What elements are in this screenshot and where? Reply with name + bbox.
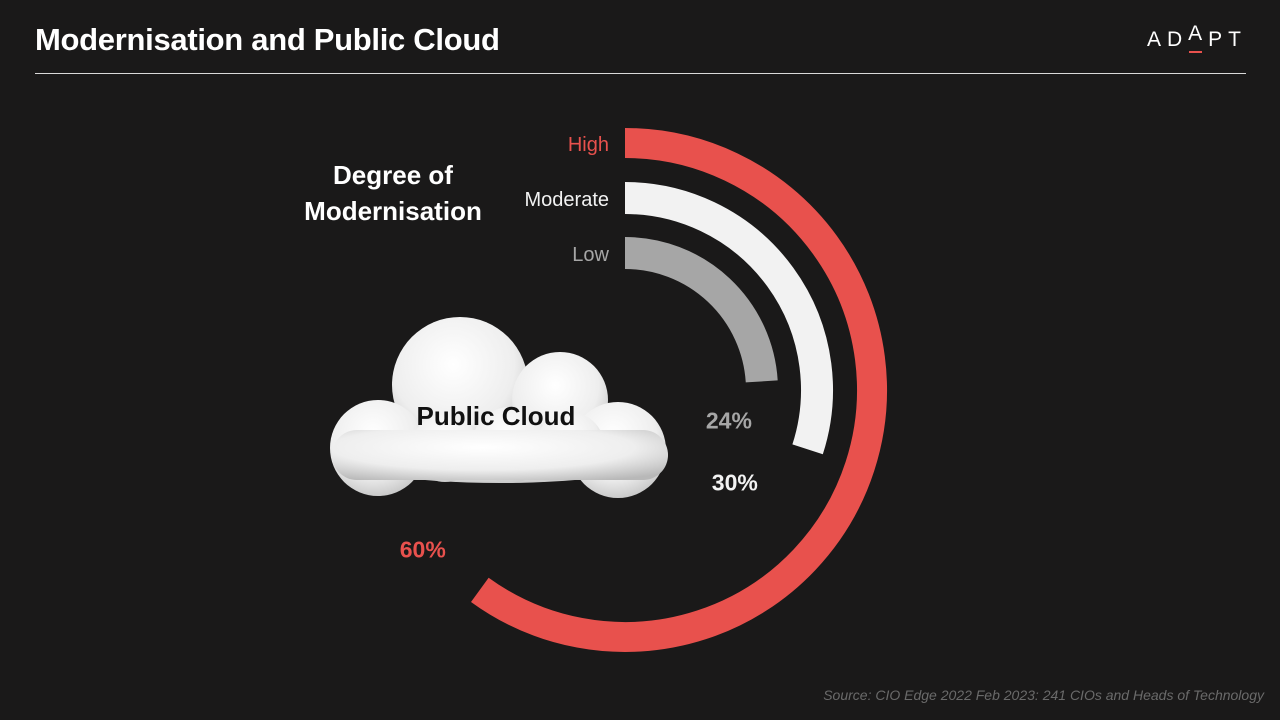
category-label-moderate: Moderate [525, 189, 610, 211]
logo-letter: D [1166, 28, 1189, 51]
logo-letter: A [1146, 28, 1167, 51]
cloud-shape [330, 317, 668, 498]
value-label-low: 24% [706, 408, 752, 434]
center-label: Public Cloud [417, 401, 576, 431]
chart-arcs [471, 128, 887, 652]
source-note: Source: CIO Edge 2022 Feb 2023: 241 CIOs… [823, 687, 1264, 703]
logo-letter: T [1228, 28, 1247, 51]
logo-letter: P [1208, 28, 1229, 51]
arc-high [471, 128, 887, 652]
arc-low [624, 237, 778, 383]
value-label-moderate: 30% [712, 470, 758, 496]
page-title: Modernisation and Public Cloud [35, 22, 500, 57]
category-label-high: High [568, 134, 609, 156]
chart-labels: High 60% Moderate 30% Low 24% Public Cloud [400, 134, 758, 562]
category-label-low: Low [572, 244, 609, 266]
chart-title: Degree of Modernisation [304, 160, 482, 226]
value-label-high: 60% [400, 536, 446, 562]
cloud-illustration [330, 317, 668, 498]
arc-moderate [624, 182, 833, 455]
title-divider [35, 73, 1246, 74]
logo-letter-accent: A [1188, 22, 1209, 53]
